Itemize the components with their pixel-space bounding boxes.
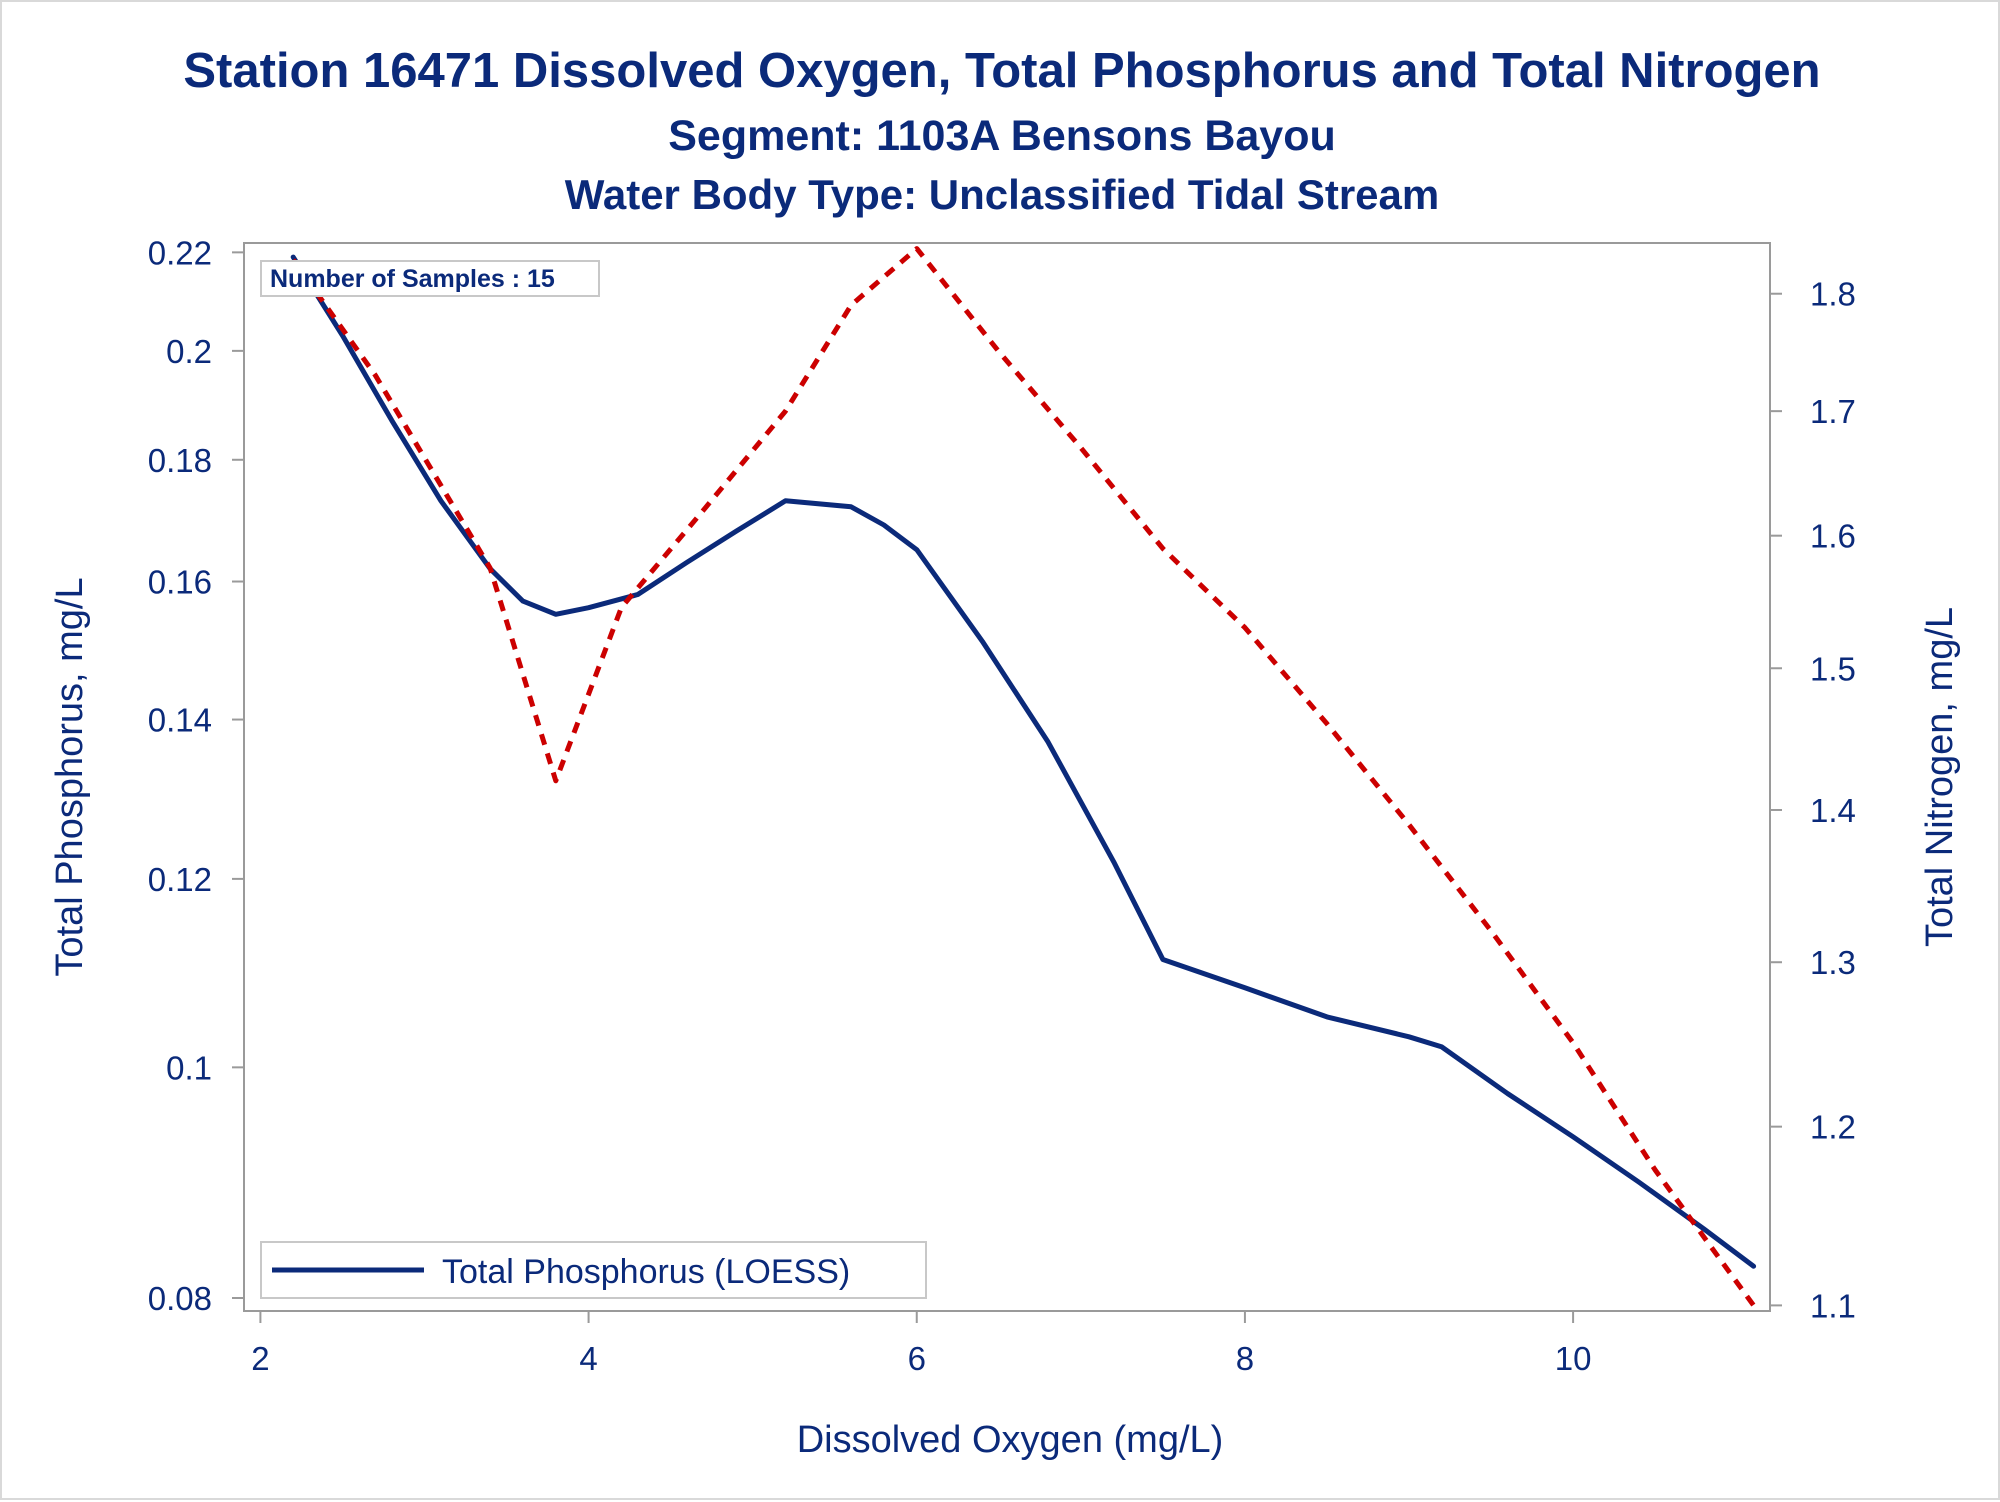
samples-annotation-box	[260, 260, 600, 297]
x-tick-label: 8	[1236, 1340, 1254, 1377]
y2-tick-label: 1.6	[1810, 518, 1856, 555]
y-tick-label: 0.1	[166, 1049, 212, 1086]
y-tick-label: 0.22	[148, 234, 212, 271]
chart-title: Station 16471 Dissolved Oxygen, Total Ph…	[183, 44, 1820, 98]
chart-subtitle: Segment: 1103A Bensons Bayou	[668, 112, 1336, 160]
y-axis-label: Total Phosphorus, mg/L	[49, 577, 91, 976]
nitrogen-series-line	[291, 246, 1756, 1307]
y-tick-label: 0.16	[148, 564, 212, 601]
y-axis-ticks: 0.08 0.1 0.12 0.14 0.16 0.18 0.2 0.22	[148, 234, 244, 1317]
y2-tick-label: 1.8	[1810, 276, 1856, 313]
y-tick-label: 0.18	[148, 442, 212, 479]
x-tick-label: 4	[579, 1340, 597, 1377]
y2-tick-label: 1.3	[1810, 944, 1856, 981]
y-tick-label: 0.08	[148, 1280, 212, 1317]
y2-tick-label: 1.5	[1810, 650, 1856, 687]
legend-label-phosphorus: Total Phosphorus (LOESS)	[442, 1253, 850, 1291]
y-tick-label: 0.14	[148, 702, 212, 739]
x-axis-ticks: 2 4 6 8 10	[251, 1311, 1591, 1377]
x-tick-label: 6	[908, 1340, 926, 1377]
y2-tick-label: 1.1	[1810, 1287, 1856, 1324]
y2-axis-label: Total Nitrogen, mg/L	[1919, 607, 1961, 947]
samples-annotation: Number of Samples : 15	[260, 260, 600, 297]
phosphorus-series-line	[290, 254, 1757, 1269]
samples-annotation-text: Number of Samples : 15	[270, 265, 555, 293]
x-axis-label: Dissolved Oxygen (mg/L)	[797, 1419, 1224, 1461]
y2-tick-label: 1.2	[1810, 1109, 1856, 1146]
y-tick-label: 0.12	[148, 861, 212, 898]
x-tick-label: 2	[251, 1340, 269, 1377]
y2-tick-label: 1.4	[1810, 792, 1856, 829]
plot-area	[243, 242, 1771, 1312]
legend: Total Phosphorus (LOESS)	[260, 1241, 927, 1299]
y2-tick-label: 1.7	[1810, 393, 1856, 430]
y2-axis-ticks: 1.1 1.2 1.3 1.4 1.5 1.6 1.7 1.8	[1770, 276, 1856, 1324]
series-layer	[290, 246, 1757, 1307]
y-tick-label: 0.2	[166, 333, 212, 370]
x-tick-label: 10	[1555, 1340, 1592, 1377]
chart-subtitle2: Water Body Type: Unclassified Tidal Stre…	[565, 171, 1439, 218]
